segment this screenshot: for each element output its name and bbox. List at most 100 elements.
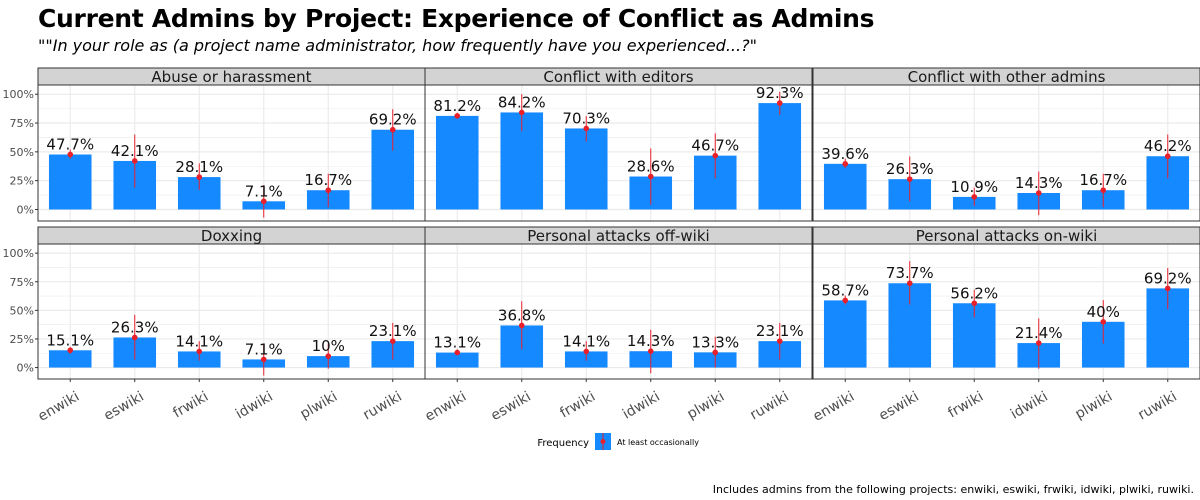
facet-strip-label: Doxxing [201,227,262,245]
data-label: 10% [312,337,345,355]
data-label: 58.7% [821,281,869,299]
data-label: 14.3% [627,332,675,350]
legend-label: At least occasionally [617,438,699,447]
data-label: 42.1% [111,142,159,160]
x-tick-label: ruwiki [747,389,791,424]
data-label: 14.1% [562,332,610,350]
panel-border [424,84,813,222]
point-estimate [389,338,396,344]
point-estimate [325,187,332,194]
data-label: 14.1% [175,332,223,350]
y-tick-label: 100% [3,88,34,101]
data-label: 26.3% [886,160,934,178]
legend-key-point [600,439,606,444]
data-label: 23.1% [756,322,804,340]
chart-title: Current Admins by Project: Experience of… [38,4,875,33]
bar [823,300,867,368]
x-tick-label: idwiki [620,389,663,423]
point-estimate [389,126,396,133]
point-estimate [1100,318,1107,325]
x-tick-label: ruwiki [1135,389,1179,424]
point-estimate [776,338,783,344]
data-label: 14.3% [1015,174,1063,192]
data-label: 40% [1087,303,1120,321]
x-tick-label: frwiki [557,389,598,422]
y-tick-label: 50% [10,146,34,159]
panel-border [812,84,1200,222]
point-estimate [131,158,138,164]
data-label: 92.3% [756,84,804,102]
y-tick-label: 75% [10,117,34,130]
point-estimate [842,161,849,167]
point-estimate [67,151,74,158]
x-tick-label: plwiki [298,389,341,423]
point-estimate [454,113,461,119]
facet-strip-label: Personal attacks off-wiki [527,227,709,245]
x-tick-label: ruwiki [360,389,404,424]
data-label: 16.7% [1079,171,1127,189]
point-estimate [906,176,913,182]
y-tick-label: 25% [10,175,34,188]
y-tick-label: 0% [17,203,34,216]
data-label: 13.1% [433,334,481,352]
bar [435,352,479,368]
panel-background [38,244,425,379]
point-estimate [260,356,267,363]
y-tick-label: 75% [10,276,34,289]
panel-background [813,244,1200,379]
data-label: 69.2% [369,111,417,129]
point-estimate [518,109,525,116]
x-tick-label: enwiki [810,389,857,425]
facet-strip-label: Abuse or harassment [151,68,311,86]
bar [758,103,802,210]
bar [823,163,867,210]
data-label: 23.1% [369,322,417,340]
data-label: 16.7% [304,171,352,189]
x-tick-label: eswiki [101,389,146,424]
data-label: 56.2% [950,284,998,302]
data-label: 47.7% [46,135,94,153]
data-label: 73.7% [886,264,934,282]
point-estimate [1035,190,1042,196]
x-tick-label: idwiki [233,389,276,423]
data-label: 84.2% [498,93,546,111]
data-label: 13.3% [691,333,739,351]
panel-background [38,85,425,221]
legend-title: Frequency [537,438,589,449]
bar [48,154,92,210]
point-estimate [712,152,719,159]
data-label: 36.8% [498,306,546,324]
data-label: 46.7% [691,137,739,155]
chart-caption: Includes admins from the following proje… [712,483,1194,496]
bar [564,128,608,210]
point-estimate [196,174,203,180]
point-estimate [647,173,654,180]
point-estimate [776,100,783,106]
y-tick-label: 50% [10,304,34,317]
point-estimate [712,349,719,356]
x-tick-label: frwiki [945,389,986,422]
facet-strip-label: Conflict with editors [543,68,693,86]
point-estimate [583,125,590,132]
bar [435,115,479,210]
point-estimate [67,347,74,354]
point-estimate [518,322,525,329]
point-estimate [131,334,138,341]
point-estimate [842,297,849,304]
point-estimate [196,348,203,355]
point-estimate [1164,285,1171,292]
data-label: 10.9% [950,178,998,196]
point-estimate [906,280,913,287]
x-tick-label: eswiki [488,389,533,424]
panel-background [425,244,812,379]
data-label: 46.2% [1144,137,1192,155]
x-tick-label: plwiki [685,389,728,423]
x-tick-label: idwiki [1008,389,1051,423]
y-tick-label: 0% [17,362,34,375]
x-tick-label: enwiki [35,389,82,425]
panel-border [812,243,1200,380]
point-estimate [260,198,267,205]
y-tick-label: 25% [10,333,34,346]
